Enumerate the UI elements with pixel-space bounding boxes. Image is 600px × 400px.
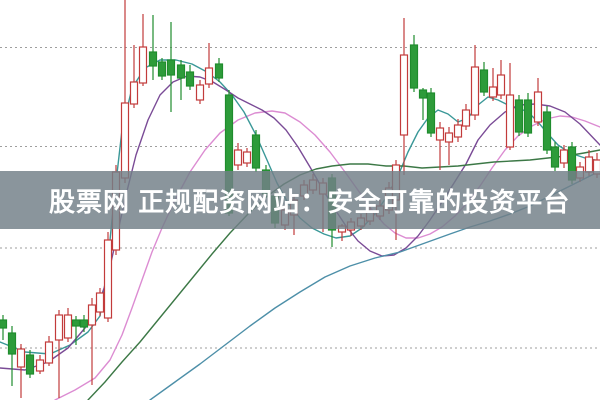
candle-body — [25, 354, 35, 375]
candle-body — [435, 127, 445, 141]
candle-body — [176, 64, 186, 79]
candle-body — [7, 332, 17, 355]
candle-body — [95, 292, 105, 313]
candle-body — [138, 46, 148, 84]
candle-body — [79, 319, 89, 328]
candle-body — [166, 59, 176, 76]
candle-body — [157, 61, 167, 77]
candle-body — [16, 348, 26, 368]
candle-body — [426, 92, 436, 134]
candle-body — [453, 124, 463, 138]
banner-title: 股票网 正规配资网站：安全可靠的投资平台 — [49, 186, 571, 217]
candle-body — [496, 74, 506, 96]
candle-body — [523, 99, 533, 134]
candle-body — [251, 134, 261, 169]
candle-body — [470, 66, 480, 116]
overlay-banner: 股票网 正规配资网站：安全可靠的投资平台 — [0, 171, 600, 229]
candle-body — [87, 304, 97, 326]
candle-body — [418, 89, 428, 99]
candle-body — [204, 67, 214, 85]
candle-body — [479, 69, 489, 93]
candle-body — [399, 54, 409, 136]
candle-body — [54, 314, 64, 341]
candle-body — [584, 156, 594, 173]
candle-body — [409, 44, 419, 89]
candle-body — [63, 314, 73, 339]
candle-body — [71, 319, 81, 327]
candle-body — [103, 239, 113, 319]
candle-body — [195, 84, 205, 101]
candle-body — [542, 111, 552, 151]
candle-body — [0, 319, 8, 329]
candle-body — [533, 91, 543, 123]
candle-body — [242, 151, 252, 164]
candle-body — [514, 99, 524, 133]
candle-body — [505, 94, 515, 148]
ma-green-line — [87, 149, 600, 400]
candle-body — [214, 63, 224, 79]
candle-body — [444, 132, 454, 143]
candle-body — [35, 359, 45, 372]
candle-body — [559, 149, 569, 164]
candle-body — [550, 146, 560, 168]
candle-body — [148, 51, 158, 67]
candle-body — [185, 71, 195, 87]
candle-body — [129, 81, 139, 105]
candle-body — [233, 149, 243, 166]
candle-body — [120, 102, 130, 179]
candle-body — [44, 341, 54, 364]
candle-body — [461, 109, 471, 127]
candle-body — [488, 86, 498, 98]
